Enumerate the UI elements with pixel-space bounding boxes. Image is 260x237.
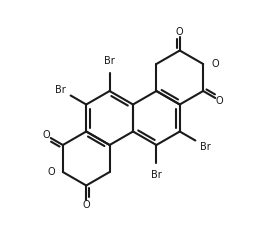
Text: Br: Br: [200, 141, 211, 151]
Text: O: O: [216, 96, 223, 105]
Text: Br: Br: [151, 170, 162, 180]
Text: Br: Br: [104, 56, 115, 66]
Text: O: O: [43, 131, 50, 141]
Text: O: O: [176, 27, 184, 36]
Text: O: O: [211, 59, 219, 69]
Text: O: O: [82, 200, 90, 210]
Text: O: O: [47, 167, 55, 177]
Text: Br: Br: [55, 85, 66, 95]
